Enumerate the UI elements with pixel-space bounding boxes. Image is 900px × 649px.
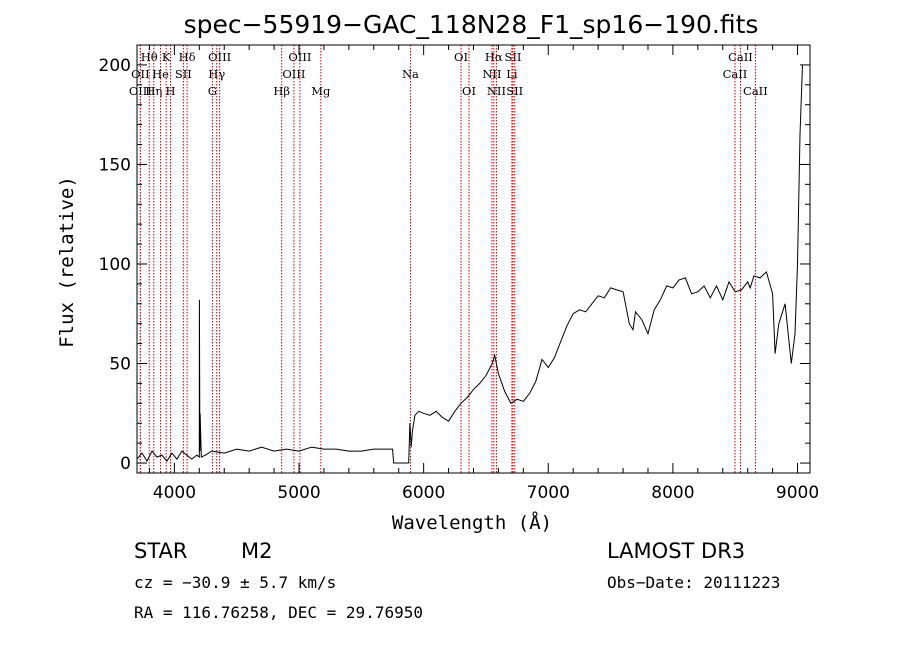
x-tick-label: 6000 bbox=[402, 483, 445, 503]
spectral-line-label: CaII bbox=[728, 50, 753, 64]
spectral-line-label: Na bbox=[402, 67, 419, 81]
spectral-line-label: G bbox=[208, 84, 217, 98]
spectral-line-label: NII bbox=[482, 67, 501, 81]
spectral-line-label: OIII bbox=[282, 67, 305, 81]
series-layer bbox=[136, 64, 803, 464]
spectral-line-label: Hδ bbox=[179, 50, 196, 64]
spectral-line-label: SII bbox=[175, 67, 192, 81]
spectral-line-label: Li bbox=[506, 67, 518, 81]
spectral-line-label: OII bbox=[131, 67, 150, 81]
coordinates: RA = 116.76258, DEC = 29.76950 bbox=[134, 603, 423, 622]
redshift-velocity: cz = −30.9 ± 5.7 km/s bbox=[134, 573, 337, 592]
object-class: STAR bbox=[134, 539, 188, 563]
spectral-line-label: Hη bbox=[145, 84, 162, 98]
x-tick-label: 9000 bbox=[776, 483, 819, 503]
y-tick-label: 150 bbox=[99, 155, 131, 175]
spectral-line-label: OI bbox=[454, 50, 468, 64]
observation-date: Obs−Date: 20111223 bbox=[607, 573, 781, 592]
plot-frame bbox=[136, 44, 811, 474]
spectral-line-label: Hα bbox=[485, 50, 503, 64]
spectral-line-label: OI bbox=[462, 84, 476, 98]
spectral-line-label: K bbox=[162, 50, 171, 64]
spectral-line-label: CaII bbox=[723, 67, 748, 81]
spectral-line-label: H bbox=[166, 84, 176, 98]
x-tick-label: 5000 bbox=[277, 483, 320, 503]
spectral-line-label: OIII bbox=[288, 50, 311, 64]
y-tick-label: 0 bbox=[120, 454, 131, 474]
spectral-line-label: He bbox=[152, 67, 169, 81]
y-tick-label: 200 bbox=[99, 56, 131, 76]
spectral-line-label: OIII bbox=[208, 50, 231, 64]
axis-ticks: 4000 5000 6000 7000 8000 9000 0 50 100 150 200 bbox=[99, 45, 819, 503]
x-tick-label: 8000 bbox=[651, 483, 694, 503]
spectral-line-label: SII bbox=[505, 50, 522, 64]
y-tick-label: 100 bbox=[99, 255, 131, 275]
x-axis-label: Wavelength (Å) bbox=[392, 511, 552, 534]
spectral-line-label: Hθ bbox=[141, 50, 158, 64]
y-axis-label: Flux (relative) bbox=[56, 176, 78, 348]
spectral-line-label: Hγ bbox=[208, 67, 225, 81]
spectral-line-label: CaII bbox=[743, 84, 768, 98]
x-tick-label: 7000 bbox=[527, 483, 570, 503]
chart-title: spec−55919−GAC_118N28_F1_sp16−190.fits bbox=[184, 10, 759, 39]
spectral-line-label: Hβ bbox=[273, 84, 290, 98]
spectral-line-label: SII bbox=[506, 84, 523, 98]
spectral-line-label: OIII bbox=[129, 84, 152, 98]
spectral-line-label: Mg bbox=[311, 84, 331, 98]
spectral-line-label: NII bbox=[487, 84, 506, 98]
y-tick-label: 50 bbox=[109, 355, 131, 375]
survey-name: LAMOST DR3 bbox=[607, 539, 746, 563]
object-subclass: M2 bbox=[241, 539, 273, 563]
spectrum-chart: spec−55919−GAC_118N28_F1_sp16−190.fits H… bbox=[56, 10, 819, 534]
series-line-flux bbox=[136, 64, 803, 464]
x-tick-label: 4000 bbox=[153, 483, 196, 503]
